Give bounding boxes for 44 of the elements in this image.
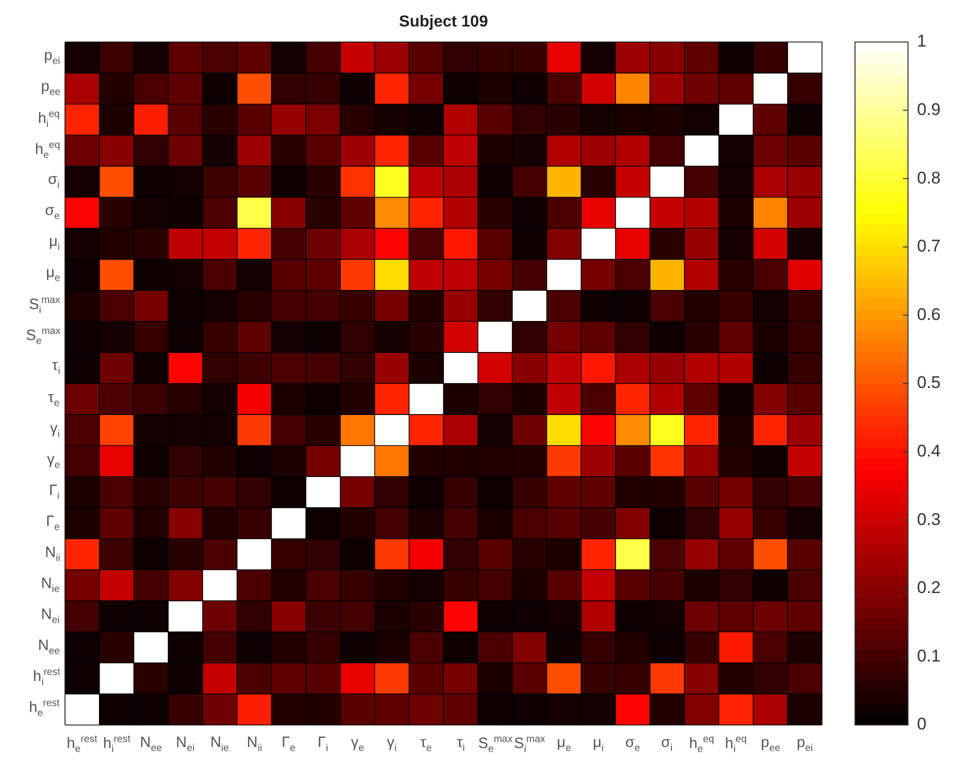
color-bar-label: 0.4 (917, 441, 941, 460)
y-tick-label: N$_{ii}$ (45, 544, 60, 564)
x-tick-label: Γ$_{i}$ (318, 734, 328, 754)
color-bar-label: 0.2 (917, 578, 941, 598)
x-tick-label: σ$_{e}$ (625, 734, 640, 754)
y-tick-label: σ$_{i}$ (48, 171, 60, 192)
y-tick-label: τ$_{e}$ (48, 388, 60, 409)
x-tick-label: N$_{ei}$ (176, 734, 195, 754)
color-bar-label: 0 (917, 714, 926, 734)
y-tick-label: N$_{ie}$ (41, 574, 60, 595)
y-tick-label: Γ$_{e}$ (46, 512, 60, 533)
x-tick-label: p$_{ei}$ (796, 734, 813, 754)
color-bar-label: 1 (917, 32, 926, 51)
y-tick-label: γ$_{i}$ (50, 420, 60, 440)
color-bar-label: 0.7 (917, 236, 941, 256)
color-bar-label: 0.5 (917, 373, 941, 392)
x-tick-label: τ$_{e}$ (420, 734, 432, 754)
color-bar-label: 0.3 (917, 510, 941, 529)
x-tick-label: N$_{ie}$ (210, 734, 229, 754)
x-tick-label: σ$_{i}$ (661, 734, 673, 754)
x-tick-label: γ$_{e}$ (350, 734, 364, 754)
x-tick-label: μ$_{e}$ (556, 734, 572, 754)
y-tick-label: σ$_{e}$ (45, 202, 60, 222)
y-tick-label: τ$_{i}$ (52, 357, 60, 378)
x-tick-label: N$_{ii}$ (246, 734, 262, 754)
chart-title: Subject 109 (399, 13, 488, 30)
y-tick-label: μ$_{i}$ (49, 233, 60, 254)
x-tick-label: γ$_{i}$ (386, 734, 397, 754)
x-tick-label: μ$_{i}$ (592, 734, 604, 754)
color-bar-label: 0.9 (917, 100, 941, 119)
x-tick-label: Γ$_{e}$ (282, 734, 296, 754)
x-tick-label: N$_{ee}$ (140, 734, 162, 754)
color-bar-label: 0.8 (917, 168, 941, 188)
x-tick-label: τ$_{i}$ (456, 734, 465, 754)
color-bar-label: 0.6 (917, 304, 941, 324)
x-tick-label: p$_{ee}$ (760, 734, 780, 754)
color-bar-label: 0.1 (917, 646, 941, 666)
y-tick-label: p$_{ei}$ (44, 47, 60, 68)
y-tick-label: p$_{ee}$ (41, 78, 60, 98)
y-tick-label: N$_{ei}$ (41, 606, 60, 626)
y-tick-label: γ$_{e}$ (47, 450, 60, 471)
y-tick-label: μ$_{e}$ (46, 264, 60, 284)
y-tick-label: Γ$_{i}$ (49, 482, 60, 502)
y-tick-label: N$_{ee}$ (38, 636, 60, 657)
